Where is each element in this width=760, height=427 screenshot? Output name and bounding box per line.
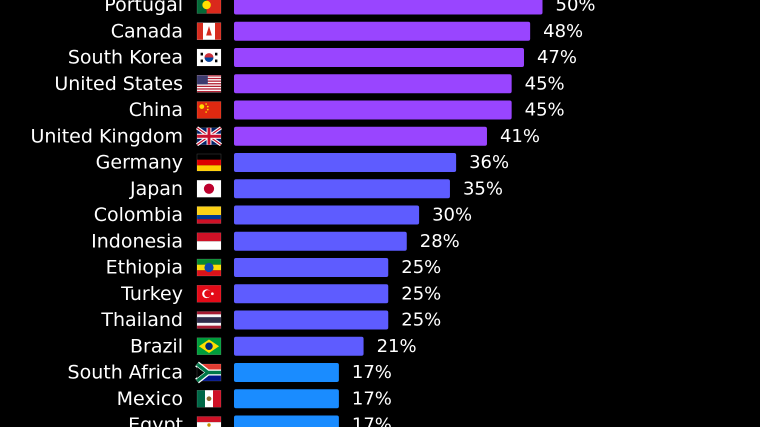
value-label: 17% <box>352 362 392 383</box>
mexico-flag-icon <box>196 390 222 408</box>
colombia-flag-icon <box>196 206 222 224</box>
category-label: United States <box>54 73 183 95</box>
value-label: 41% <box>500 126 540 147</box>
category-label: Mexico <box>117 388 183 410</box>
category-label: South Africa <box>68 362 183 384</box>
value-label: 25% <box>401 310 441 331</box>
united-kingdom-flag-icon <box>195 126 223 147</box>
bar-row: Japan 35% <box>129 178 503 200</box>
bar-row: Turkey 25% <box>120 283 441 305</box>
category-label: Japan <box>129 178 183 200</box>
bar <box>234 389 339 409</box>
category-label: South Korea <box>68 47 183 69</box>
bar-row: Canada 48% <box>111 20 583 42</box>
category-label: Turkey <box>120 283 183 305</box>
category-label: China <box>129 99 183 121</box>
value-label: 21% <box>377 336 417 357</box>
bar-row: United Kingdom 41% <box>30 125 540 147</box>
category-label: Thailand <box>100 309 183 331</box>
ethiopia-flag-icon <box>196 258 222 277</box>
value-label: 30% <box>432 205 472 226</box>
bar-row: Brazil 21% <box>130 335 417 357</box>
value-label: 17% <box>352 415 392 427</box>
portugal-flag-icon <box>196 0 222 14</box>
category-label: Brazil <box>130 335 183 357</box>
bar-row: Indonesia 28% <box>91 230 460 252</box>
bar <box>234 48 524 67</box>
category-label: Portugal <box>104 0 183 16</box>
category-label: Colombia <box>94 204 183 226</box>
bar <box>234 336 364 356</box>
bar <box>234 21 531 41</box>
canada-flag-icon <box>196 22 222 40</box>
value-label: 36% <box>469 152 509 173</box>
bar <box>234 363 339 382</box>
value-label: 25% <box>401 257 441 278</box>
bar-row: Thailand 25% <box>100 309 441 331</box>
thailand-flag-icon <box>196 311 222 329</box>
value-label: 17% <box>352 388 392 409</box>
bar <box>234 310 389 330</box>
bar <box>234 100 512 120</box>
turkey-flag-icon <box>196 285 222 303</box>
bar <box>234 258 389 277</box>
category-label: Indonesia <box>91 230 183 252</box>
bar-row: South Africa 17% <box>68 362 392 384</box>
bar-row: Ethiopia 25% <box>106 257 442 279</box>
brazil-flag-icon <box>196 337 222 355</box>
value-label: 35% <box>463 178 503 199</box>
category-label: United Kingdom <box>30 125 183 147</box>
bar-row: Germany 36% <box>96 152 509 174</box>
bar <box>234 284 389 304</box>
value-label: 45% <box>525 100 565 121</box>
value-label: 48% <box>543 21 583 42</box>
value-label: 45% <box>525 73 565 94</box>
bar <box>234 126 487 146</box>
south-africa-flag-icon <box>195 361 222 384</box>
bar-row: Colombia 30% <box>94 204 472 226</box>
bar-row: Portugal 50% <box>104 0 596 16</box>
bar-row: United States 45% <box>54 73 564 95</box>
japan-flag-icon <box>196 180 222 198</box>
bar-row: Mexico 17% <box>117 388 392 410</box>
category-label: Canada <box>111 20 183 42</box>
bar-row: Egypt 17% <box>128 414 392 427</box>
south-korea-flag-icon <box>196 48 222 67</box>
bar <box>234 415 339 427</box>
bar-row: China 45% <box>129 99 565 121</box>
germany-flag-icon <box>196 153 222 172</box>
bar <box>234 231 407 251</box>
united-states-flag-icon <box>196 75 222 93</box>
bar <box>234 0 543 15</box>
category-label: Ethiopia <box>106 257 183 279</box>
bar <box>234 74 512 94</box>
bar-row: South Korea 47% <box>68 47 577 69</box>
egypt-flag-icon <box>196 416 222 427</box>
bar <box>234 179 450 199</box>
indonesia-flag-icon <box>196 232 222 250</box>
bar <box>234 153 457 172</box>
value-label: 50% <box>556 0 596 16</box>
bar <box>234 205 420 225</box>
category-label: Germany <box>96 152 183 174</box>
value-label: 25% <box>401 283 441 304</box>
value-label: 28% <box>420 231 460 252</box>
category-label: Egypt <box>128 414 183 427</box>
value-label: 47% <box>537 47 577 68</box>
china-flag-icon <box>196 101 222 119</box>
